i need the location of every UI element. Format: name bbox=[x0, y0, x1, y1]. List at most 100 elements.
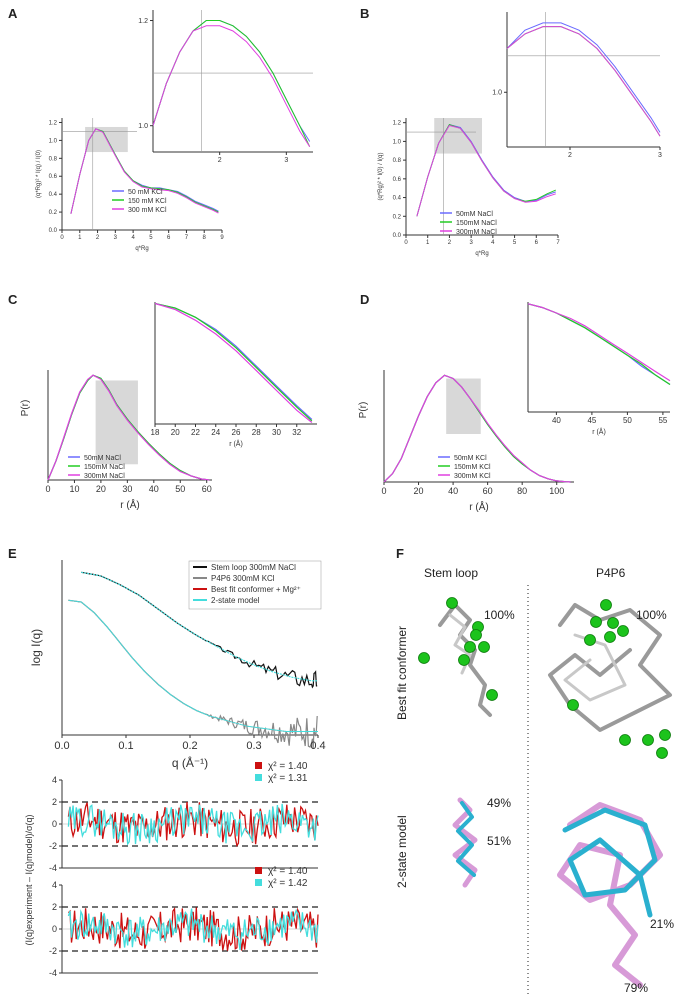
e-resid-1-ytick-label: 4 bbox=[52, 880, 57, 890]
e-series-p4p6 bbox=[68, 599, 318, 749]
d-legend-label: 150mM KCl bbox=[454, 464, 491, 471]
c-xlabel: r (Å) bbox=[120, 498, 139, 511]
mg-ion bbox=[604, 631, 616, 643]
e-chi-cyan-swatch bbox=[255, 879, 262, 886]
b-xtick-label: 1 bbox=[426, 240, 430, 246]
e-chi-red: χ² = 1.40 bbox=[268, 761, 308, 772]
e-ylabel: log I(q) bbox=[29, 629, 43, 666]
mg-ion bbox=[619, 734, 631, 746]
b-legend-label: 50mM NaCl bbox=[456, 211, 493, 218]
a-inset-ytick-label: 1.2 bbox=[138, 18, 148, 25]
mg-ion bbox=[470, 629, 482, 641]
e-legend-label: P4P6 300mM KCl bbox=[211, 574, 275, 583]
a-ytick-label: 1.0 bbox=[49, 138, 58, 144]
e-chi-cyan: χ² = 1.42 bbox=[268, 878, 308, 889]
panel-label-d: D bbox=[360, 292, 370, 307]
a-ytick-label: 0.0 bbox=[49, 228, 58, 234]
chart-b: 0 1 2 3 4 5 6 7 0.0 0.2 0.4 0.6 0.8 1.0 1.2 q*Rg (q*Rg)²… bbox=[378, 12, 662, 257]
e-resid-0-ytick-label: 2 bbox=[52, 797, 57, 807]
e-series-best-fit bbox=[68, 599, 318, 732]
e-resid-cyan-trace bbox=[67, 803, 319, 846]
c-series-line bbox=[47, 374, 210, 481]
a-legend-label: 150 mM KCl bbox=[128, 198, 167, 205]
a-xtick-label: 7 bbox=[185, 235, 189, 241]
chart-d: 0 20 40 60 80 100 r (Å) P(r) 50mM KCl 150mM KCl 30… bbox=[358, 302, 671, 513]
b-inset-xtick-label: 3 bbox=[658, 152, 662, 159]
c-inset-series-line bbox=[154, 302, 313, 422]
mg-ion bbox=[659, 729, 671, 741]
c-inset-xtick-label: 26 bbox=[232, 428, 241, 437]
mg-ion bbox=[486, 689, 498, 701]
b-inset-series-line bbox=[506, 26, 661, 137]
panel-label-c: C bbox=[8, 292, 18, 307]
a-xtick-label: 2 bbox=[96, 235, 100, 241]
b-ytick-label: 1.0 bbox=[393, 139, 402, 145]
e-chi-red-swatch bbox=[255, 762, 262, 769]
e-xtick-label: 0.3 bbox=[246, 740, 261, 752]
c-legend-label: 150mM NaCl bbox=[84, 464, 125, 471]
e-resid-1-ytick-label: 0 bbox=[52, 924, 57, 934]
b-ytick-label: 0.6 bbox=[393, 177, 402, 183]
p4p6-state-79 bbox=[557, 802, 663, 988]
b-xtick-label: 2 bbox=[448, 240, 452, 246]
c-xtick-label: 60 bbox=[202, 484, 212, 494]
p4p6-best-ribbon bbox=[548, 603, 672, 732]
d-series-line bbox=[383, 374, 571, 483]
panel-label-b: B bbox=[360, 6, 370, 21]
c-xtick-label: 30 bbox=[122, 484, 132, 494]
e-resid-ylabel: (I(q)experiment – I(q)model)/σ(q) bbox=[24, 814, 34, 945]
p4p6-state-21 bbox=[562, 807, 658, 918]
c-inset-xtick-label: 32 bbox=[292, 428, 301, 437]
molecule-illustrations bbox=[418, 585, 672, 995]
e-series-2state-p4p6 bbox=[68, 599, 318, 732]
p4p6-best-ribbon-2 bbox=[563, 633, 627, 702]
e-chi-red-swatch bbox=[255, 867, 262, 874]
c-inset-xtick-label: 30 bbox=[272, 428, 281, 437]
a-xtick-label: 8 bbox=[203, 235, 207, 241]
b-legend-label: 150mM NaCl bbox=[456, 220, 497, 227]
c-inset-series-line bbox=[154, 302, 313, 423]
a-ytick-label: 0.8 bbox=[49, 156, 58, 162]
mg-ion bbox=[567, 699, 579, 711]
b-inset-xtick-label: 2 bbox=[568, 152, 572, 159]
e-resid-1-ytick-label: -2 bbox=[49, 946, 57, 956]
b-inset-ytick-label: 1.0 bbox=[492, 90, 502, 97]
d-xtick-label: 60 bbox=[483, 486, 493, 496]
c-xtick-label: 50 bbox=[175, 484, 185, 494]
b-ytick-label: 1.2 bbox=[393, 121, 402, 127]
e-resid-0-ytick-label: 0 bbox=[52, 819, 57, 829]
a-ytick-label: 1.2 bbox=[49, 120, 58, 126]
c-inset-xtick-label: 22 bbox=[191, 428, 200, 437]
d-xtick-label: 0 bbox=[381, 486, 386, 496]
c-xtick-label: 20 bbox=[96, 484, 106, 494]
c-legend-label: 300mM NaCl bbox=[84, 473, 125, 480]
d-inset-xtick-label: 50 bbox=[623, 416, 632, 425]
chart-c: 0 10 20 30 40 50 60 r (Å) P(r) 50mM NaCl 150mM NaC… bbox=[20, 302, 317, 511]
e-resid-0-ytick-label: -4 bbox=[49, 863, 57, 873]
b-xtick-label: 7 bbox=[556, 240, 560, 246]
mg-ion bbox=[464, 641, 476, 653]
d-inset-series-line bbox=[527, 303, 671, 386]
e-xtick-label: 0.2 bbox=[182, 740, 197, 752]
mg-ion bbox=[600, 599, 612, 611]
e-legend-label: Stem loop 300mM NaCl bbox=[211, 563, 296, 572]
a-ylabel: (q*Rg)² * I(q) / I(0) bbox=[36, 150, 42, 198]
e-resid-1-ytick-label: -4 bbox=[49, 968, 57, 978]
f-col-p4p6: P4P6 bbox=[596, 566, 626, 580]
a-inset-series-line bbox=[152, 25, 311, 147]
mg-ion bbox=[446, 597, 458, 609]
b-legend-label: 300mM NaCl bbox=[456, 229, 497, 236]
pct-stem-51: 51% bbox=[487, 834, 512, 848]
e-legend-label: Best fit conformer + Mg²⁺ bbox=[211, 585, 301, 594]
b-series-line bbox=[416, 124, 556, 217]
b-ytick-label: 0.0 bbox=[393, 233, 402, 239]
e-xtick-label: 0.4 bbox=[310, 740, 325, 752]
e-xtick-label: 0.1 bbox=[118, 740, 133, 752]
c-xtick-label: 0 bbox=[45, 484, 50, 494]
pct-stem-49: 49% bbox=[487, 796, 512, 810]
e-resid-0-ytick-label: 4 bbox=[52, 775, 57, 785]
d-inset-xtick-label: 40 bbox=[552, 416, 561, 425]
b-xtick-label: 3 bbox=[469, 240, 473, 246]
stem-loop-state-79 bbox=[452, 797, 478, 888]
a-inset-series-line bbox=[152, 20, 311, 147]
